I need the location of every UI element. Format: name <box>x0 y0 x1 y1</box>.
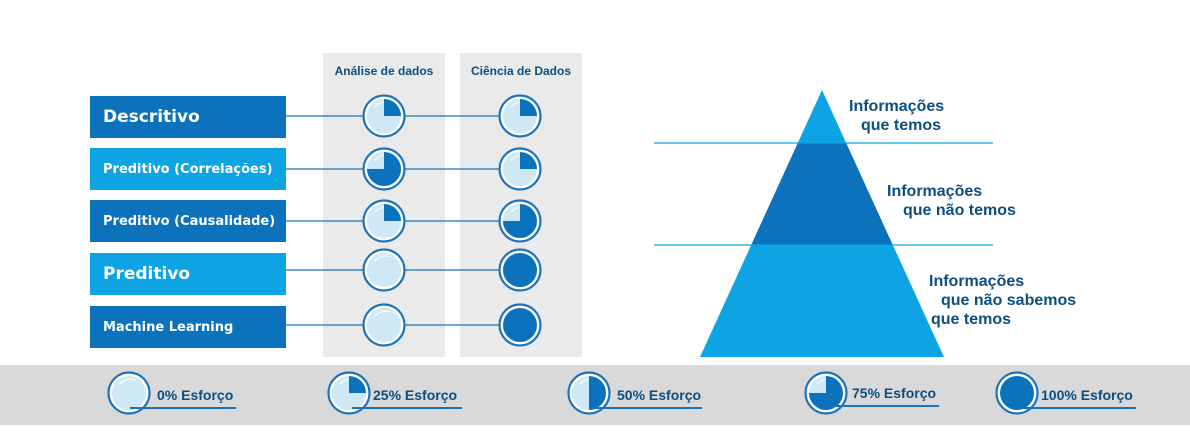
row-label-descritivo: Descritivo <box>103 107 200 127</box>
row-preditivo-correlacoes: Preditivo (Correlações) <box>90 148 286 190</box>
effort-circle-ciencia-3 <box>498 248 542 292</box>
pyramid-middle-line-1: Informações <box>887 183 983 200</box>
pyramid-bottom-line-2: que não sabemos <box>941 292 1077 309</box>
row-descritivo: Descritivo <box>90 96 286 138</box>
row-label-preditivo-correlacoes: Preditivo (Correlações) <box>103 161 273 177</box>
legend-underline-0 <box>130 407 236 409</box>
legend-label-50: 50% Esforço <box>617 387 702 403</box>
column-header-ciencia: Ciência de Dados <box>470 64 572 78</box>
legend-underline-25 <box>352 407 462 409</box>
pyramid-label-bottom: Informações que não sabemos que temos <box>929 272 1076 329</box>
legend-effort-circle-1 <box>327 371 371 415</box>
effort-circle-analise-3 <box>362 248 406 292</box>
legend-label-100: 100% Esforço <box>1041 387 1133 403</box>
effort-circle-ciencia-0 <box>498 94 542 138</box>
pyramid-top-line-2: que temos <box>861 117 942 134</box>
row-preditivo: Preditivo <box>90 253 286 295</box>
row-label-machine-learning: Machine Learning <box>103 319 234 335</box>
legend-effort-circle-3 <box>804 371 848 415</box>
pyramid-level-0 <box>797 90 847 143</box>
pyramid-label-top: Informações que temos <box>849 97 944 135</box>
legend-label-75: 75% Esforço <box>852 385 937 401</box>
row-machine-learning: Machine Learning <box>90 306 286 348</box>
row-preditivo-causalidade: Preditivo (Causalidade) <box>90 200 286 242</box>
pyramid-middle-line-2: que não temos <box>903 202 1016 219</box>
pyramid-level-1 <box>751 143 893 245</box>
effort-circle-analise-2 <box>362 199 406 243</box>
column-header-analise: Análise de dados <box>334 64 434 78</box>
legend-underline-75 <box>829 405 939 407</box>
effort-circle-analise-4 <box>362 303 406 347</box>
effort-circle-ciencia-2 <box>498 199 542 243</box>
pyramid-top-line-1: Informações <box>849 98 945 115</box>
legend-effort-circle-0 <box>107 371 151 415</box>
pyramid-bottom-line-3: que temos <box>931 311 1012 328</box>
row-label-preditivo: Preditivo <box>103 264 191 284</box>
legend-label-25: 25% Esforço <box>373 387 458 403</box>
effort-circle-ciencia-1 <box>498 147 542 191</box>
legend-underline-50 <box>592 407 702 409</box>
pyramid-bottom-line-1: Informações <box>929 273 1025 290</box>
effort-circle-analise-0 <box>362 94 406 138</box>
effort-circle-analise-1 <box>362 147 406 191</box>
legend-underline-100 <box>1020 407 1136 409</box>
pyramid-level-2 <box>700 245 944 357</box>
legend-effort-circle-2 <box>567 371 611 415</box>
effort-circle-ciencia-4 <box>498 303 542 347</box>
pyramid-label-middle: Informações que não temos <box>887 182 1016 220</box>
legend-label-0: 0% Esforço <box>157 387 234 403</box>
legend-effort-circle-4 <box>995 371 1039 415</box>
row-label-preditivo-causalidade: Preditivo (Causalidade) <box>103 213 276 229</box>
